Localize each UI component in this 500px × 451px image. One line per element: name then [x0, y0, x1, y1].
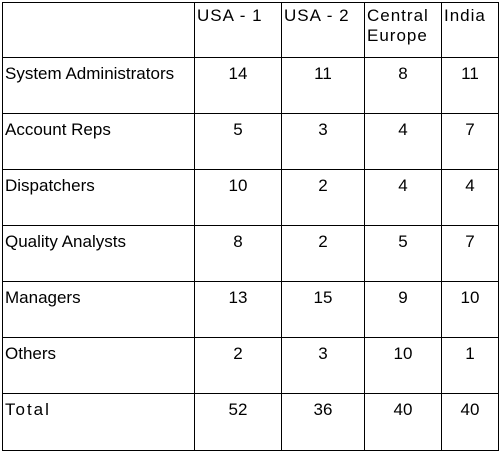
table-cell: 2 — [281, 169, 365, 226]
table-cell: 3 — [281, 113, 365, 170]
row-label: Others — [2, 337, 195, 394]
table-row: Others 2 3 10 1 — [2, 337, 499, 394]
table-cell: 14 — [194, 57, 282, 114]
total-cell: 52 — [194, 393, 282, 451]
table-cell: 3 — [281, 337, 365, 394]
table-cell: 4 — [441, 169, 499, 226]
table-cell: 5 — [364, 225, 442, 282]
table-row: Dispatchers 10 2 4 4 — [2, 169, 499, 226]
table-row: Quality Analysts 8 2 5 7 — [2, 225, 499, 282]
header-row: USA - 1 USA - 2 Central Europe India — [2, 2, 499, 58]
table-cell: 10 — [364, 337, 442, 394]
table-cell: 2 — [194, 337, 282, 394]
row-label: Dispatchers — [2, 169, 195, 226]
total-cell: 36 — [281, 393, 365, 451]
table-row: Managers 13 15 9 10 — [2, 281, 499, 338]
table-cell: 7 — [441, 113, 499, 170]
table-cell: 11 — [281, 57, 365, 114]
table-cell: 15 — [281, 281, 365, 338]
table-cell: 2 — [281, 225, 365, 282]
table-cell: 10 — [441, 281, 499, 338]
row-label: System Administrators — [2, 57, 195, 114]
row-label: Account Reps — [2, 113, 195, 170]
table-cell: 4 — [364, 169, 442, 226]
header-cell-central-europe: Central Europe — [364, 2, 442, 58]
table-cell: 9 — [364, 281, 442, 338]
table-cell: 5 — [194, 113, 282, 170]
total-cell: 40 — [441, 393, 499, 451]
table-cell: 7 — [441, 225, 499, 282]
row-label: Quality Analysts — [2, 225, 195, 282]
header-cell-corner — [2, 2, 195, 58]
table-row: Account Reps 5 3 4 7 — [2, 113, 499, 170]
header-cell-usa-2: USA - 2 — [281, 2, 365, 58]
table-cell: 8 — [194, 225, 282, 282]
table-cell: 11 — [441, 57, 499, 114]
header-cell-usa-1: USA - 1 — [194, 2, 282, 58]
table-cell: 1 — [441, 337, 499, 394]
table-cell: 10 — [194, 169, 282, 226]
table-cell: 13 — [194, 281, 282, 338]
total-row: Total 52 36 40 40 — [2, 393, 499, 451]
table-cell: 8 — [364, 57, 442, 114]
row-label: Managers — [2, 281, 195, 338]
table-cell: 4 — [364, 113, 442, 170]
total-label: Total — [2, 393, 195, 451]
total-cell: 40 — [364, 393, 442, 451]
header-cell-india: India — [441, 2, 499, 58]
table-row: System Administrators 14 11 8 11 — [2, 57, 499, 114]
